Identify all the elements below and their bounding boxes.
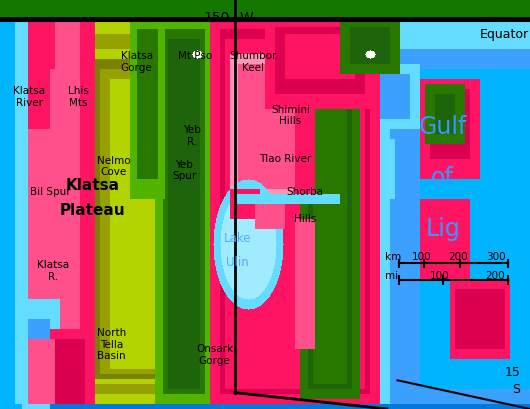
Text: Lhis
Mts: Lhis Mts [68, 86, 89, 108]
Text: Klatsa
R.: Klatsa R. [37, 260, 69, 281]
Text: Equator: Equator [480, 28, 529, 41]
Text: 200: 200 [448, 252, 469, 261]
Text: Tlao River: Tlao River [259, 153, 311, 163]
Text: km: km [385, 252, 401, 261]
Text: Lig: Lig [425, 217, 460, 241]
Text: Klatsa
River: Klatsa River [13, 86, 45, 108]
Text: 150: 150 [203, 11, 229, 25]
Text: Hills: Hills [294, 214, 316, 224]
Text: 300: 300 [485, 252, 506, 261]
Text: Shumbor
Keel: Shumbor Keel [229, 51, 277, 73]
Text: Ulin: Ulin [226, 256, 249, 269]
Text: of: of [431, 166, 454, 190]
Text: Lake: Lake [224, 231, 251, 244]
Text: Klatsa
Gorge: Klatsa Gorge [121, 51, 153, 73]
Text: 100: 100 [430, 270, 450, 280]
Text: Klatsa: Klatsa [66, 178, 120, 193]
Text: Plateau: Plateau [60, 202, 126, 218]
Text: mi: mi [385, 270, 398, 280]
Text: Bil Spur: Bil Spur [30, 186, 70, 196]
Text: 100: 100 [411, 252, 431, 261]
Text: North
Tella
Basin: North Tella Basin [96, 327, 126, 360]
Text: Yeb
R.: Yeb R. [183, 125, 201, 146]
Text: Gulf: Gulf [418, 115, 467, 139]
Text: 200: 200 [485, 270, 506, 280]
Text: S: S [513, 382, 520, 396]
Text: 15: 15 [505, 365, 520, 378]
Text: W: W [240, 11, 253, 25]
Text: Yeb
Spur: Yeb Spur [172, 160, 197, 181]
Text: Shorba: Shorba [286, 186, 323, 196]
Text: Nelmo
Cove: Nelmo Cove [97, 155, 131, 177]
Text: Onsark
Gorge: Onsark Gorge [196, 344, 233, 365]
Text: Mt Pso: Mt Pso [178, 51, 212, 61]
Text: Shimini
Hills: Shimini Hills [271, 104, 310, 126]
